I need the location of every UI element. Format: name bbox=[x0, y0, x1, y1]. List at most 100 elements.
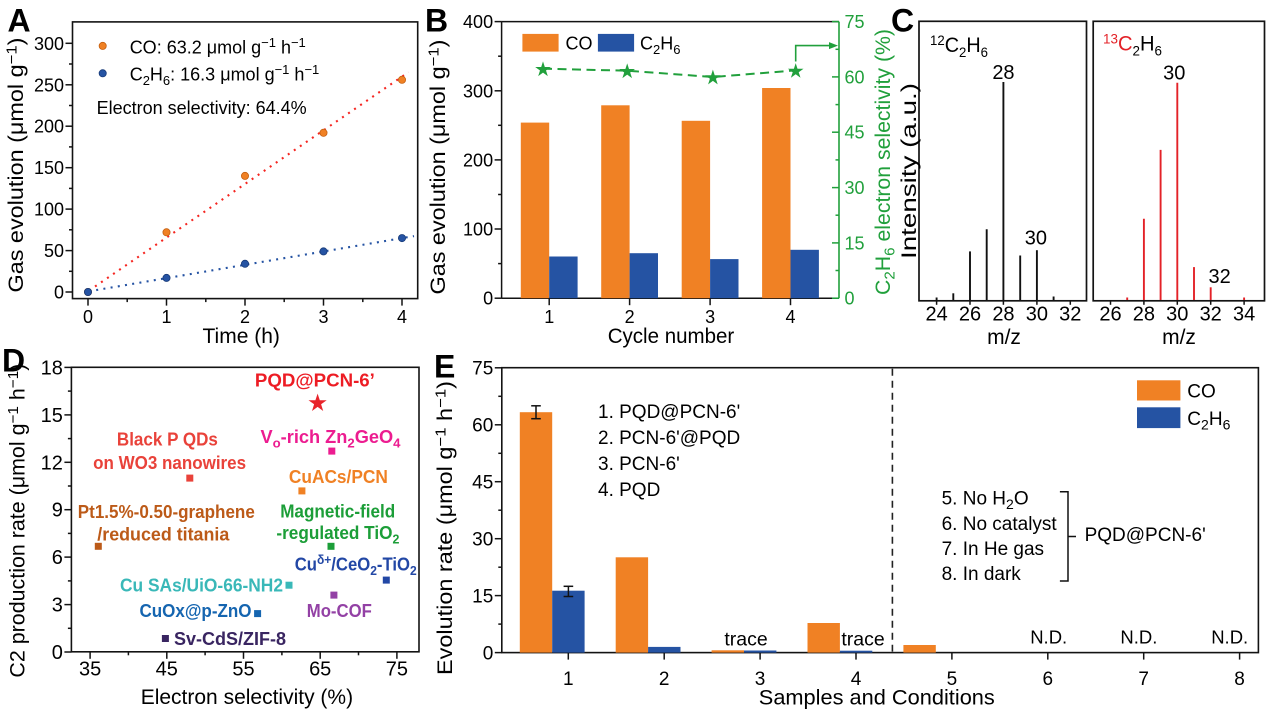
svg-text:5: 5 bbox=[947, 669, 958, 690]
svg-text:0: 0 bbox=[845, 289, 855, 309]
svg-text:6: 6 bbox=[1043, 669, 1054, 690]
svg-text:60: 60 bbox=[845, 67, 865, 87]
svg-text:/reduced titania: /reduced titania bbox=[97, 525, 230, 545]
svg-text:45: 45 bbox=[845, 123, 865, 143]
svg-text:30: 30 bbox=[472, 529, 493, 550]
svg-text:13C2H6: 13C2H6 bbox=[1103, 31, 1162, 59]
svg-text:Gas evolution (μmol g−1​): Gas evolution (μmol g−1​) bbox=[4, 38, 29, 293]
svg-text:200: 200 bbox=[463, 150, 493, 170]
svg-text:Vo​-rich Zn2​GeO4​: Vo​-rich Zn2​GeO4​ bbox=[261, 427, 402, 451]
svg-text:4: 4 bbox=[851, 669, 862, 690]
svg-text:6: 6 bbox=[52, 547, 63, 569]
svg-text:Black P QDs: Black P QDs bbox=[117, 430, 218, 450]
svg-text:D: D bbox=[2, 343, 25, 379]
svg-text:N.D.: N.D. bbox=[1120, 626, 1157, 647]
svg-text:18: 18 bbox=[41, 357, 63, 379]
svg-text:4. PQD: 4. PQD bbox=[598, 480, 660, 501]
svg-text:Intensity (a.u.): Intensity (a.u.) bbox=[898, 83, 921, 259]
svg-text:Cuδ+​/CeO2​-TiO2​: Cuδ+​/CeO2​-TiO2​ bbox=[295, 552, 417, 578]
svg-text:0: 0 bbox=[483, 643, 494, 664]
svg-text:PQD@PCN-6’: PQD@PCN-6’ bbox=[255, 370, 375, 390]
svg-text:2. PCN-6'@PQD: 2. PCN-6'@PQD bbox=[598, 428, 740, 449]
svg-text:75: 75 bbox=[472, 359, 493, 380]
svg-text:300: 300 bbox=[463, 81, 493, 101]
svg-text:60: 60 bbox=[472, 416, 493, 437]
svg-text:0: 0 bbox=[483, 289, 493, 309]
svg-text:C: C bbox=[891, 3, 914, 39]
svg-text:8: 8 bbox=[1234, 669, 1245, 690]
svg-text:35: 35 bbox=[79, 659, 101, 681]
svg-text:65: 65 bbox=[309, 659, 331, 681]
svg-text:3: 3 bbox=[52, 595, 63, 617]
svg-text:CO: CO bbox=[566, 34, 593, 54]
svg-text:Sv-CdS/ZIF-8: Sv-CdS/ZIF-8 bbox=[174, 629, 286, 649]
svg-text:30: 30 bbox=[1026, 303, 1048, 325]
svg-text:A: A bbox=[8, 3, 31, 39]
svg-text:2: 2 bbox=[659, 669, 670, 690]
svg-text:32: 32 bbox=[1059, 303, 1081, 325]
svg-text:150: 150 bbox=[34, 158, 64, 178]
svg-text:0: 0 bbox=[54, 283, 64, 303]
svg-text:Pt1.5%-0.50-graphene: Pt1.5%-0.50-graphene bbox=[78, 502, 255, 522]
svg-text:N.D.: N.D. bbox=[1211, 626, 1248, 647]
svg-text:12C2H6: 12C2H6 bbox=[930, 32, 988, 60]
svg-text:30: 30 bbox=[1025, 228, 1047, 250]
svg-text:4: 4 bbox=[785, 307, 795, 327]
svg-text:PQD@PCN-6': PQD@PCN-6' bbox=[1085, 525, 1206, 546]
svg-text:Electron selectivity: 64.4%: Electron selectivity: 64.4% bbox=[97, 98, 307, 118]
svg-text:400: 400 bbox=[463, 12, 493, 32]
svg-text:250: 250 bbox=[34, 75, 64, 95]
svg-text:45: 45 bbox=[156, 659, 178, 681]
svg-text:1: 1 bbox=[544, 307, 554, 327]
svg-text:0: 0 bbox=[52, 642, 63, 664]
svg-text:C2​H6​: C2​H6​ bbox=[1187, 409, 1230, 433]
svg-text:Evolution rate (μmol g−1​ h−1​: Evolution rate (μmol g−1​ h−1​) bbox=[433, 381, 458, 675]
svg-text:26: 26 bbox=[1099, 303, 1121, 325]
svg-text:C2​H6​: C2​H6​ bbox=[640, 34, 680, 58]
svg-text:5. No H2​O: 5. No H2​O bbox=[942, 489, 1029, 513]
svg-text:300: 300 bbox=[34, 34, 64, 54]
svg-text:50: 50 bbox=[44, 241, 64, 261]
svg-text:28: 28 bbox=[992, 303, 1014, 325]
svg-text:30: 30 bbox=[1163, 63, 1185, 85]
svg-text:trace: trace bbox=[724, 629, 767, 651]
svg-text:1: 1 bbox=[161, 307, 171, 327]
svg-text:E: E bbox=[434, 349, 455, 385]
svg-text:15: 15 bbox=[845, 233, 865, 253]
svg-text:9: 9 bbox=[52, 500, 63, 522]
svg-text:CO: CO bbox=[1187, 382, 1216, 403]
svg-text:200: 200 bbox=[34, 117, 64, 137]
svg-text:B: B bbox=[425, 3, 448, 39]
svg-text:28: 28 bbox=[992, 62, 1014, 84]
svg-text:100: 100 bbox=[463, 220, 493, 240]
svg-text:-regulated TiO2​: -regulated TiO2​ bbox=[276, 523, 399, 547]
svg-text:7. In He gas: 7. In He gas bbox=[942, 539, 1044, 560]
svg-text:4: 4 bbox=[397, 307, 407, 327]
svg-text:Gas evolution (μmol g−1​): Gas evolution (μmol g−1​) bbox=[426, 40, 451, 295]
svg-text:28: 28 bbox=[1133, 303, 1155, 325]
svg-text:15: 15 bbox=[472, 586, 493, 607]
svg-text:30: 30 bbox=[1166, 303, 1188, 325]
svg-text:1. PQD@PCN-6': 1. PQD@PCN-6' bbox=[598, 402, 740, 423]
svg-text:34: 34 bbox=[1233, 303, 1255, 325]
svg-text:Cu SAs/UiO-66-NH2: Cu SAs/UiO-66-NH2 bbox=[120, 576, 283, 596]
svg-text:100: 100 bbox=[34, 200, 64, 220]
svg-text:3: 3 bbox=[318, 307, 328, 327]
svg-text:55: 55 bbox=[232, 659, 254, 681]
svg-text:26: 26 bbox=[959, 303, 981, 325]
svg-text:trace: trace bbox=[841, 629, 884, 651]
svg-text:3. PCN-6': 3. PCN-6' bbox=[598, 454, 680, 475]
svg-text:7: 7 bbox=[1138, 669, 1149, 690]
svg-text:Electron selectivity (%): Electron selectivity (%) bbox=[141, 686, 353, 709]
svg-text:CuOx@p-ZnO: CuOx@p-ZnO bbox=[140, 601, 252, 621]
svg-text:m/z: m/z bbox=[987, 326, 1021, 349]
svg-text:3: 3 bbox=[755, 669, 766, 690]
svg-text:75: 75 bbox=[386, 659, 408, 681]
svg-text:on WO3 nanowires: on WO3 nanowires bbox=[93, 453, 246, 473]
svg-text:12: 12 bbox=[41, 452, 63, 474]
svg-text:Time (h): Time (h) bbox=[203, 325, 280, 348]
svg-text:0: 0 bbox=[83, 307, 93, 327]
svg-text:8. In dark: 8. In dark bbox=[942, 564, 1022, 585]
svg-text:CO: 63.2 μmol g−1​ h−1​: CO: 63.2 μmol g−1​ h−1​ bbox=[130, 35, 306, 58]
svg-text:32: 32 bbox=[1200, 303, 1222, 325]
